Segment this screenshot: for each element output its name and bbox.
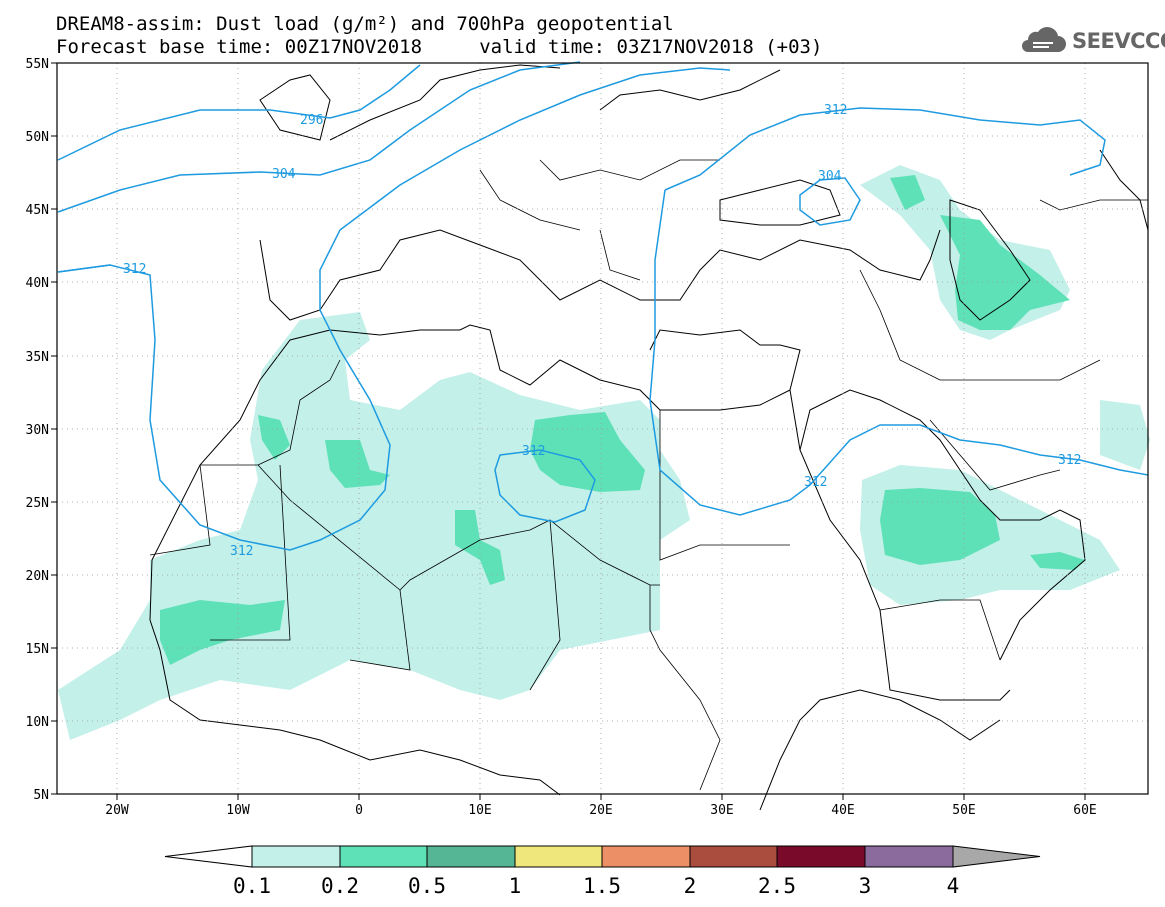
colorbar-segment	[601, 845, 691, 868]
svg-text:312: 312	[1058, 453, 1081, 468]
country-borders	[149, 159, 1148, 791]
colorbar-label: 0.1	[233, 874, 271, 898]
map-axes: 20W 10W 0 10E 20E 30E 40E 50E 60E 55N 50N 45N 40N 35N…	[26, 57, 1097, 818]
lon-tick-label: 60E	[1073, 803, 1096, 818]
colorbar-label: 0.2	[321, 874, 359, 898]
colorbar-segment	[864, 845, 954, 868]
colorbar-segment	[776, 845, 866, 868]
colorbar-label: 1	[509, 874, 522, 898]
colorbar-label: 2	[684, 874, 697, 898]
lon-tick-label: 0	[355, 803, 363, 818]
contour-label-312f: 312	[1058, 453, 1081, 468]
lon-tick-label: 50E	[952, 803, 975, 818]
colorbar-label: 1.5	[583, 874, 621, 898]
colorbar-high-end	[952, 845, 1041, 868]
title-line-2: Forecast base time: 00Z17NOV2018 valid t…	[56, 36, 823, 58]
colorbar-segment	[251, 845, 341, 868]
colorbar-segment	[514, 845, 603, 868]
dust-level-2-fill	[160, 175, 1085, 665]
contour-label-312: 312	[123, 262, 146, 277]
lat-tick-label: 30N	[26, 423, 49, 438]
colorbar-low-end	[164, 845, 253, 868]
logo-text: SEEVCCC	[1072, 29, 1165, 53]
colorbar-label: 3	[859, 874, 872, 898]
lon-tick-label: 40E	[831, 803, 854, 818]
lon-tick-label: 20E	[589, 803, 612, 818]
contour-label-296: 296	[300, 113, 323, 128]
lat-tick-label: 15N	[26, 642, 49, 657]
lon-tick-label: 10E	[468, 803, 491, 818]
colorbar: 0.1 0.2 0.5 1 1.5 2 2.5 3 4	[164, 845, 1041, 898]
lon-tick-label: 10W	[226, 803, 250, 818]
cloud-icon	[1022, 27, 1066, 52]
lat-tick-label: 20N	[26, 569, 49, 584]
colorbar-label: 2.5	[758, 874, 796, 898]
contour-label-304: 304	[272, 167, 296, 182]
lon-tick-label: 30E	[710, 803, 733, 818]
coastlines	[149, 64, 1149, 811]
lat-tick-label: 40N	[26, 276, 49, 291]
lat-tick-label: 50N	[26, 130, 49, 145]
contour-label-312b: 312	[230, 544, 253, 559]
lat-tick-label: 35N	[26, 350, 49, 365]
lon-tick-label: 20W	[105, 803, 129, 818]
seevccc-logo: SEEVCCC	[1018, 24, 1165, 58]
contour-label-312e: 312	[804, 475, 827, 490]
lat-tick-label: 45N	[26, 203, 49, 218]
colorbar-segment	[689, 845, 778, 868]
contour-label-304b: 304	[818, 169, 842, 184]
colorbar-segment	[426, 845, 516, 868]
contour-label-312d: 312	[824, 103, 847, 118]
title-line-1: DREAM8-assim: Dust load (g/m²) and 700hP…	[56, 13, 674, 35]
colorbar-label: 0.5	[408, 874, 446, 898]
lat-tick-label: 55N	[26, 57, 49, 72]
colorbar-segment	[339, 845, 428, 868]
contour-label-312c: 312	[522, 444, 545, 459]
geopotential-contours	[57, 61, 1149, 551]
grid-lines	[57, 63, 1148, 794]
colorbar-label: 4	[947, 874, 960, 898]
lat-tick-label: 10N	[26, 715, 49, 730]
lat-tick-label: 5N	[33, 788, 49, 803]
contour-labels: 296 304 304 312 312 312 312 312	[123, 103, 847, 559]
lat-tick-label: 25N	[26, 496, 49, 511]
